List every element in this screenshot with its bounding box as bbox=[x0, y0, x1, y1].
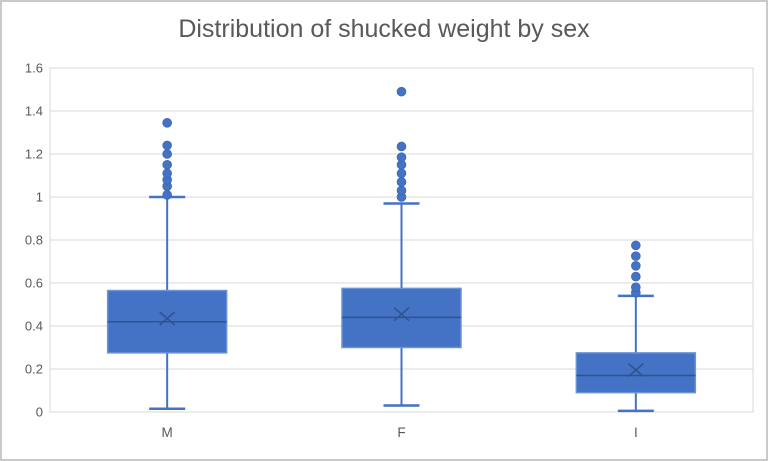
mean-marker-M bbox=[159, 311, 176, 326]
outlier-dot-M bbox=[162, 140, 172, 151]
mean-marker-I bbox=[627, 362, 644, 378]
outlier-dot-M bbox=[162, 149, 172, 159]
outlier-dot-M bbox=[162, 118, 172, 128]
y-tick-label: 1.6 bbox=[25, 61, 43, 76]
plot-border bbox=[49, 67, 754, 413]
outlier-dot-F bbox=[396, 152, 407, 163]
outlier-dot-I bbox=[631, 282, 641, 293]
outlier-dot-I bbox=[631, 240, 641, 251]
outlier-dot-M bbox=[162, 168, 172, 179]
y-tick-label: 0.6 bbox=[25, 276, 43, 291]
y-tick-label: 0.4 bbox=[25, 319, 43, 334]
outlier-dot-F bbox=[396, 177, 407, 187]
y-tick-label: 1 bbox=[36, 190, 43, 205]
outlier-dot-M bbox=[162, 190, 172, 200]
outlier-dot-F bbox=[396, 168, 407, 179]
outlier-dot-F bbox=[396, 86, 407, 97]
mean-marker-F bbox=[393, 307, 410, 322]
x-category-label-I: I bbox=[634, 425, 638, 440]
outlier-dot-M bbox=[162, 159, 172, 170]
y-tick-label: 0.2 bbox=[25, 362, 43, 377]
y-tick-label: 0.8 bbox=[25, 233, 43, 248]
y-tick-label: 1.2 bbox=[25, 147, 43, 162]
y-tick-label: 1.4 bbox=[25, 104, 43, 119]
outlier-dot-I bbox=[631, 251, 641, 261]
x-category-label-M: M bbox=[162, 425, 173, 440]
box-I bbox=[575, 352, 697, 394]
outlier-dot-I bbox=[631, 271, 641, 282]
chart-title: Distribution of shucked weight by sex bbox=[178, 15, 590, 43]
x-category-label-F: F bbox=[397, 425, 405, 440]
y-tick-label: 0 bbox=[36, 405, 43, 420]
outlier-dot-F bbox=[396, 141, 407, 152]
outlier-dot-F bbox=[396, 185, 407, 196]
outlier-dot-I bbox=[631, 260, 641, 271]
